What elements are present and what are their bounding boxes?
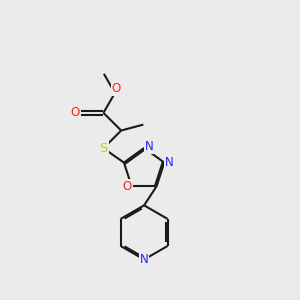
Text: O: O [70, 106, 80, 119]
Text: S: S [99, 142, 108, 155]
Text: O: O [123, 180, 132, 193]
Text: N: N [145, 140, 154, 153]
Text: O: O [112, 82, 121, 95]
Text: N: N [165, 156, 174, 169]
Text: N: N [140, 253, 148, 266]
